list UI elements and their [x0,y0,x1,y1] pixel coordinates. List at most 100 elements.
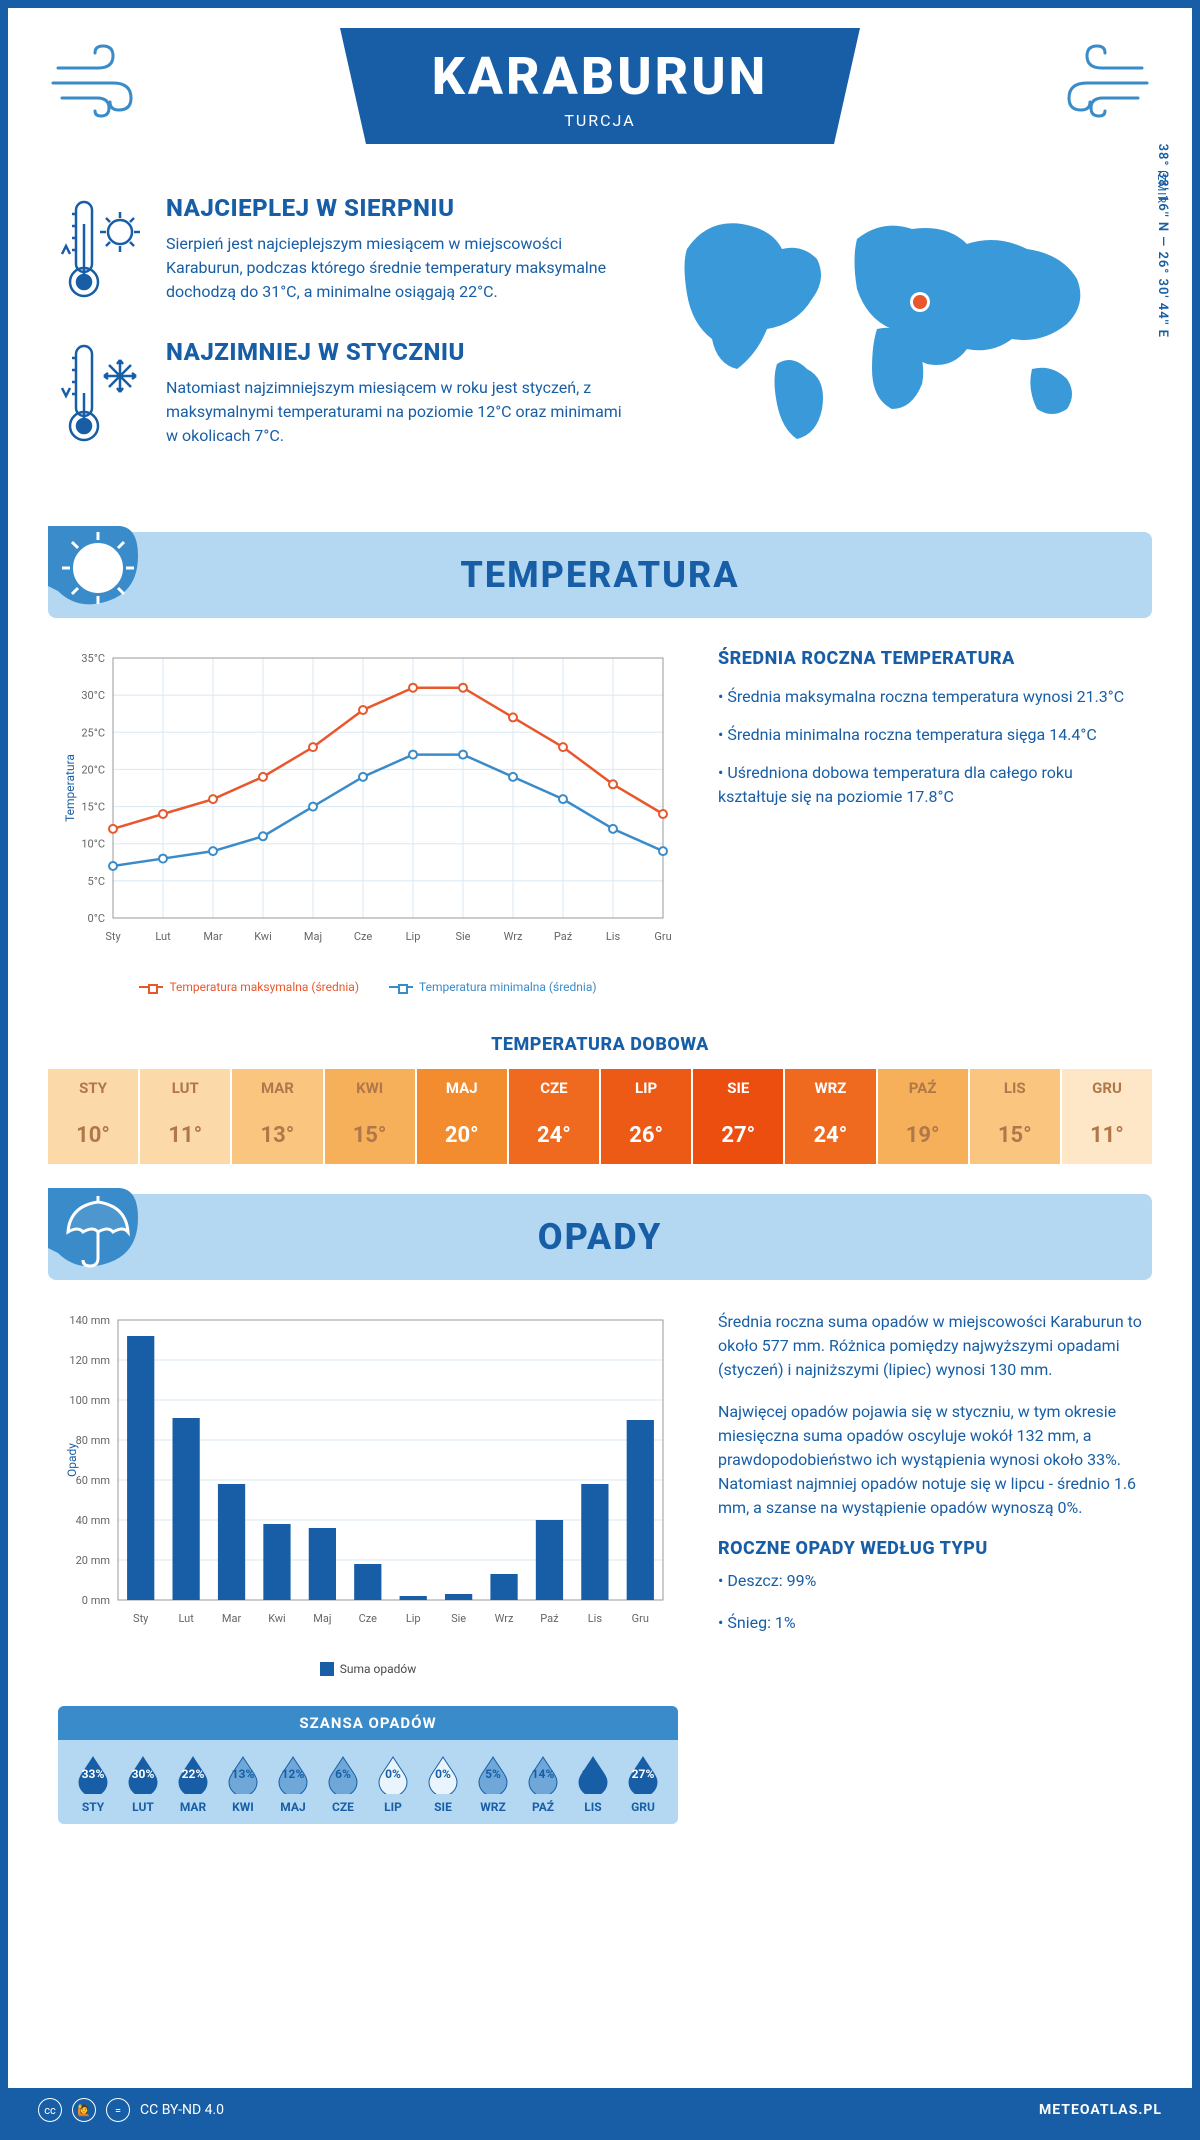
precip-legend: Suma opadów [58,1662,678,1676]
footer-site: METEOATLAS.PL [1039,2102,1162,2118]
temperature-row: 0°C5°C10°C15°C20°C25°C30°C35°CStyLutMarK… [8,638,1192,1014]
svg-text:20°C: 20°C [81,763,105,776]
precipitation-chart: 0 mm20 mm40 mm60 mm80 mm100 mm120 mm140 … [58,1310,678,1676]
coldest-block: NAJZIMNIEJ W STYCZNIU Natomiast najzimni… [58,338,632,452]
svg-text:Lut: Lut [155,930,171,943]
chance-drop: 27%GRU [623,1754,663,1814]
temperature-section-header: TEMPERATURA [48,532,1152,618]
precip-type-heading: ROCZNE OPADY WEDŁUG TYPU [718,1538,1142,1559]
heat-month: GRU [1062,1069,1152,1107]
warmest-heading: NAJCIEPLEJ W SIERPNIU [166,194,632,222]
chance-drop: 5%WRZ [473,1754,513,1814]
svg-text:Wrz: Wrz [504,930,523,943]
svg-text:Lip: Lip [406,1612,421,1625]
heat-value: 26° [601,1107,691,1164]
temperature-chart: 0°C5°C10°C15°C20°C25°C30°C35°CStyLutMarK… [58,648,678,994]
warmest-block: NAJCIEPLEJ W SIERPNIU Sierpień jest najc… [58,194,632,308]
warmest-text: Sierpień jest najcieplejszym miesiącem w… [166,232,632,304]
svg-text:120 mm: 120 mm [69,1354,110,1367]
svg-text:140 mm: 140 mm [69,1314,110,1327]
heat-value: 20° [417,1107,507,1164]
heat-cell: STY10° [48,1069,140,1164]
precip-snow: • Śnieg: 1% [718,1611,1142,1635]
svg-text:Mar: Mar [203,930,223,943]
svg-text:Cze: Cze [359,1612,378,1625]
svg-text:Gru: Gru [632,1612,649,1625]
temperature-info: ŚREDNIA ROCZNA TEMPERATURA • Średnia mak… [718,648,1142,994]
svg-text:35°C: 35°C [81,652,105,665]
nd-icon: = [106,2098,130,2122]
temperature-legend: Temperatura maksymalna (średnia) Tempera… [58,980,678,994]
heat-month: CZE [509,1069,599,1107]
precipitation-title: OPADY [48,1216,1152,1258]
chance-drop: 19%LIS [573,1754,613,1814]
heat-cell: MAR13° [232,1069,324,1164]
heat-cell: MAJ20° [417,1069,509,1164]
chance-drop: 33%STY [73,1754,113,1814]
wind-icon-right [1032,38,1152,132]
heat-month: LIS [970,1069,1060,1107]
heat-value: 15° [970,1107,1060,1164]
heat-cell: PAŹ19° [878,1069,970,1164]
svg-text:Kwi: Kwi [268,1612,286,1625]
svg-text:Sty: Sty [105,930,121,943]
daily-temp-heatmap: STY10°LUT11°MAR13°KWI15°MAJ20°CZE24°LIP2… [48,1069,1152,1164]
thermometer-sun-icon [58,194,148,308]
svg-text:0°C: 0°C [88,912,105,925]
legend-precip: Suma opadów [340,1662,417,1676]
svg-text:30°C: 30°C [81,689,105,702]
legend-min: Temperatura minimalna (średnia) [419,980,597,994]
chance-drop: 0%LIP [373,1754,413,1814]
svg-text:40 mm: 40 mm [76,1514,110,1527]
heat-value: 11° [1062,1107,1152,1164]
umbrella-icon [48,1188,158,1287]
daily-temp-heading: TEMPERATURA DOBOWA [8,1034,1192,1055]
svg-text:0 mm: 0 mm [82,1594,110,1607]
heat-cell: SIE27° [693,1069,785,1164]
temperature-title: TEMPERATURA [48,554,1152,596]
wind-icon-left [48,38,168,132]
heat-value: 15° [325,1107,415,1164]
heat-cell: LIS15° [970,1069,1062,1164]
heat-value: 11° [140,1107,230,1164]
heat-value: 24° [785,1107,875,1164]
footer-license: cc 🙋 = CC BY-ND 4.0 [38,2098,224,2122]
country-name: TURCJA [420,111,780,130]
coordinates: 38° 38' 16'' N — 26° 30' 44'' E [1155,144,1170,338]
chance-drop: 13%KWI [223,1754,263,1814]
chance-drop: 0%SIE [423,1754,463,1814]
svg-text:5°C: 5°C [88,875,105,888]
heat-month: KWI [325,1069,415,1107]
svg-text:Lis: Lis [606,930,621,943]
chance-drop: 22%MAR [173,1754,213,1814]
heat-value: 13° [232,1107,322,1164]
heat-cell: KWI15° [325,1069,417,1164]
svg-text:Lut: Lut [178,1612,194,1625]
page: KARABURUN TURCJA [0,0,1200,2140]
avg-temp-heading: ŚREDNIA ROCZNA TEMPERATURA [718,648,1142,669]
precipitation-info: Średnia roczna suma opadów w miejscowośc… [718,1310,1142,1676]
city-name: KARABURUN [420,46,780,107]
svg-text:Lis: Lis [588,1612,603,1625]
svg-text:Cze: Cze [354,930,373,943]
heat-value: 10° [48,1107,138,1164]
svg-text:10°C: 10°C [81,838,105,851]
svg-text:100 mm: 100 mm [69,1394,110,1407]
precip-rain: • Deszcz: 99% [718,1569,1142,1593]
svg-text:Sie: Sie [455,930,470,943]
thermometer-snow-icon [58,338,148,452]
svg-text:Maj: Maj [313,1612,331,1625]
temp-bullet: • Uśredniona dobowa temperatura dla całe… [718,761,1142,809]
coldest-text: Natomiast najzimniejszym miesiącem w rok… [166,376,632,448]
svg-text:25°C: 25°C [81,726,105,739]
heat-month: WRZ [785,1069,875,1107]
svg-text:Lip: Lip [406,930,421,943]
temp-bullet: • Średnia minimalna roczna temperatura s… [718,723,1142,747]
chance-drop: 6%CZE [323,1754,363,1814]
heat-cell: CZE24° [509,1069,601,1164]
cc-icon: cc [38,2098,62,2122]
title-banner: KARABURUN TURCJA [340,28,860,144]
svg-text:Temperatura: Temperatura [63,754,77,822]
heat-month: MAR [232,1069,322,1107]
chance-drop: 14%PAŹ [523,1754,563,1814]
